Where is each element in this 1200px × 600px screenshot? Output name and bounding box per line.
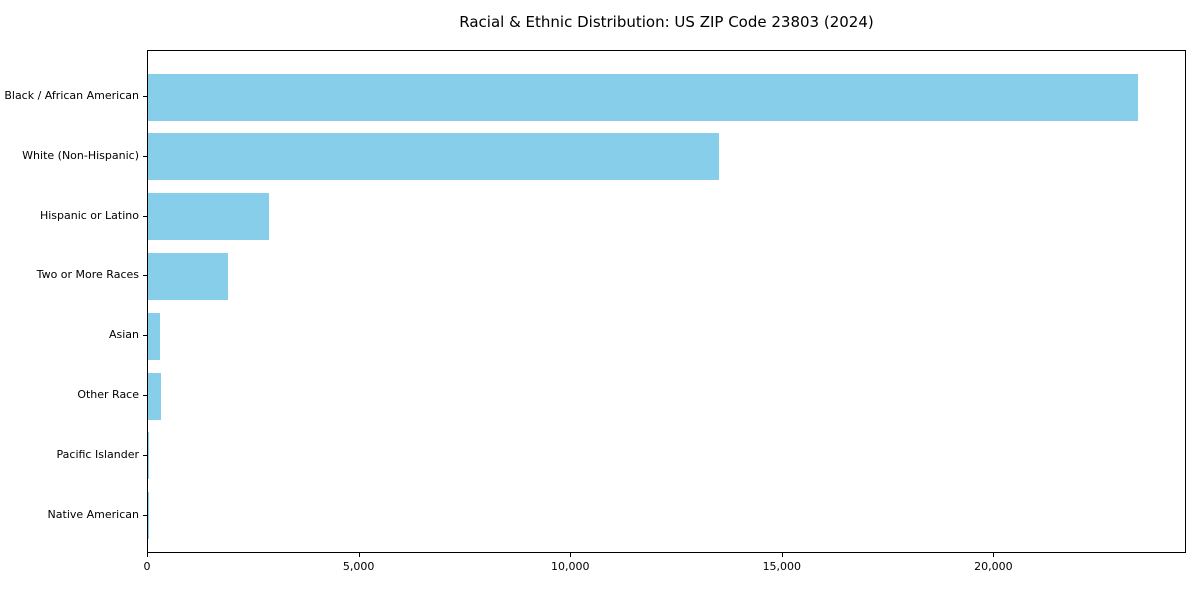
x-tick-mark bbox=[358, 553, 360, 557]
bar bbox=[148, 432, 150, 480]
x-tick-label: 5,000 bbox=[342, 560, 375, 573]
y-tick-label: Native American bbox=[47, 507, 139, 521]
chart-title: Racial & Ethnic Distribution: US ZIP Cod… bbox=[459, 13, 874, 31]
bar bbox=[148, 252, 229, 300]
x-tick-mark bbox=[147, 553, 148, 557]
x-tick-mark bbox=[570, 553, 572, 557]
bar bbox=[148, 372, 161, 420]
bar bbox=[148, 312, 160, 360]
x-tick-mark bbox=[993, 553, 995, 557]
y-tick-mark bbox=[143, 215, 147, 217]
plot-area bbox=[147, 50, 1186, 553]
x-tick-label: 15,000 bbox=[762, 560, 802, 573]
y-tick-mark bbox=[143, 395, 147, 396]
y-tick-mark bbox=[143, 96, 147, 97]
y-tick-label: Hispanic or Latino bbox=[39, 208, 139, 222]
y-tick-label: Pacific Islander bbox=[56, 447, 139, 461]
y-tick-label: Black / African American bbox=[4, 89, 139, 102]
bar bbox=[148, 193, 269, 241]
y-tick-label: Two or More Races bbox=[36, 268, 139, 282]
y-tick-mark bbox=[143, 275, 147, 277]
bar bbox=[148, 133, 720, 181]
y-tick-mark bbox=[143, 514, 147, 516]
y-tick-mark bbox=[143, 454, 147, 456]
x-tick-label: 10,000 bbox=[550, 560, 590, 573]
x-tick-label: 20,000 bbox=[974, 560, 1013, 573]
y-tick-mark bbox=[143, 155, 147, 157]
y-tick-label: Other Race bbox=[77, 388, 139, 401]
y-tick-label: White (Non-Hispanic) bbox=[22, 148, 139, 162]
x-tick-label: 0 bbox=[143, 560, 151, 573]
x-tick-mark bbox=[781, 553, 783, 557]
bar bbox=[148, 73, 1138, 121]
y-tick-label: Asian bbox=[108, 328, 139, 342]
y-tick-mark bbox=[143, 335, 147, 337]
bar bbox=[148, 492, 149, 540]
